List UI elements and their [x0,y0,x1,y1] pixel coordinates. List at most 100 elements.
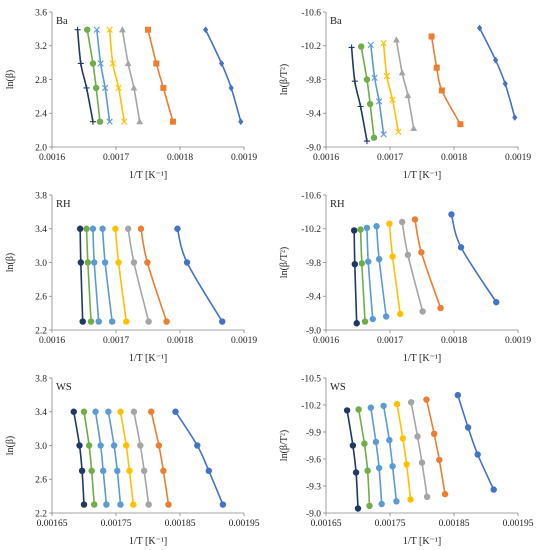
series-1 [74,26,96,125]
series-line [370,407,383,505]
data-point [411,216,419,223]
data-point [137,442,144,449]
y-tick-label: 2.2 [35,509,47,519]
data-point [238,118,244,126]
panel-ba-lnb: 0.0016 0.0017 0.0018 0.0019 2.0 2.4 2.8 3.2 3.6 1… [0,0,273,183]
data-point [70,408,77,415]
y-tick-label: -9.3 [306,482,321,492]
data-point [490,486,497,493]
y-tick-label: 3.8 [35,191,47,201]
y-tick-label: 2.4 [35,110,47,120]
data-point [85,442,93,449]
series-line [79,228,84,322]
data-point [423,493,431,500]
data-point [395,128,402,136]
data-point [428,33,435,40]
data-point [145,318,152,325]
data-point [419,308,426,315]
series-line [108,29,126,122]
data-point [363,224,371,232]
series-7 [477,24,518,121]
series-8 [454,391,497,493]
data-point [380,402,387,410]
data-point [79,318,86,325]
series-7 [137,225,170,325]
x-tick-label: 0.0019 [505,336,531,346]
series-3 [93,26,113,125]
y-tick-label: -10.5 [301,374,321,384]
data-point [89,225,97,232]
series-line [147,29,174,122]
data-point [361,318,369,325]
y-tick-label: -10.2 [301,42,321,52]
panel-tag: Ba [330,16,342,27]
data-point [136,118,144,125]
data-point [89,118,96,125]
series-3 [367,404,385,508]
series-5 [119,26,144,125]
data-point [95,318,102,325]
data-point [124,225,132,232]
data-point [115,84,122,92]
series-line [121,29,141,122]
data-point [512,114,518,121]
data-point [365,258,372,265]
data-point [454,391,462,399]
x-tick-label: 0.00165 [311,519,342,529]
series-line [83,411,96,505]
data-point [144,259,151,266]
data-point [398,69,406,76]
data-point [474,451,481,458]
series-line [353,230,358,324]
data-point [115,259,122,266]
data-point [393,498,400,505]
x-tick-label: 0.0018 [167,153,193,163]
x-tick-label: 0.00195 [229,519,260,529]
y-tick-label: -9.4 [306,293,321,303]
x-tick-label: 0.00185 [165,519,196,529]
data-point [351,260,358,268]
series-line [127,228,150,322]
data-point [165,501,172,508]
y-tick-label: 2.6 [35,293,47,303]
data-point [203,26,209,34]
series-line [370,44,385,135]
data-point [130,501,137,508]
y-tick-label: -9.0 [306,143,321,153]
series-line [396,403,412,500]
series-1 [343,407,362,512]
data-point [121,118,128,125]
y-tick-label: 2.0 [35,143,47,153]
x-axis-label: 1/T [K⁻¹] [129,353,167,364]
data-point [375,464,383,472]
data-point [418,459,426,466]
series-5 [386,220,404,318]
series-line [350,47,368,142]
panel-tag: RH [330,199,345,210]
data-point [106,118,113,125]
series-8 [172,408,227,508]
data-point [437,304,444,312]
data-point [123,442,130,449]
y-tick-label: -10.6 [301,8,321,18]
series-line [366,227,374,320]
y-axis-label: ln(β/T²) [279,247,290,278]
series-line [101,228,113,322]
data-point [404,251,412,259]
data-point [366,502,373,509]
panel-tag: WS [56,382,72,393]
data-point [493,298,500,306]
x-tick-label: 0.0016 [39,336,65,346]
data-point [77,60,84,67]
data-point [433,64,440,71]
data-point [407,399,415,406]
y-tick-label: -10.2 [301,225,321,235]
data-point [367,404,374,411]
series-2 [355,406,373,509]
series-4 [99,225,116,325]
data-point [398,218,406,226]
panel-ws-lnb: 0.00165 0.00175 0.00185 0.00195 2.2 2.6 3.0 3.4… [0,366,273,549]
data-point [355,406,362,413]
series-line [86,29,101,122]
